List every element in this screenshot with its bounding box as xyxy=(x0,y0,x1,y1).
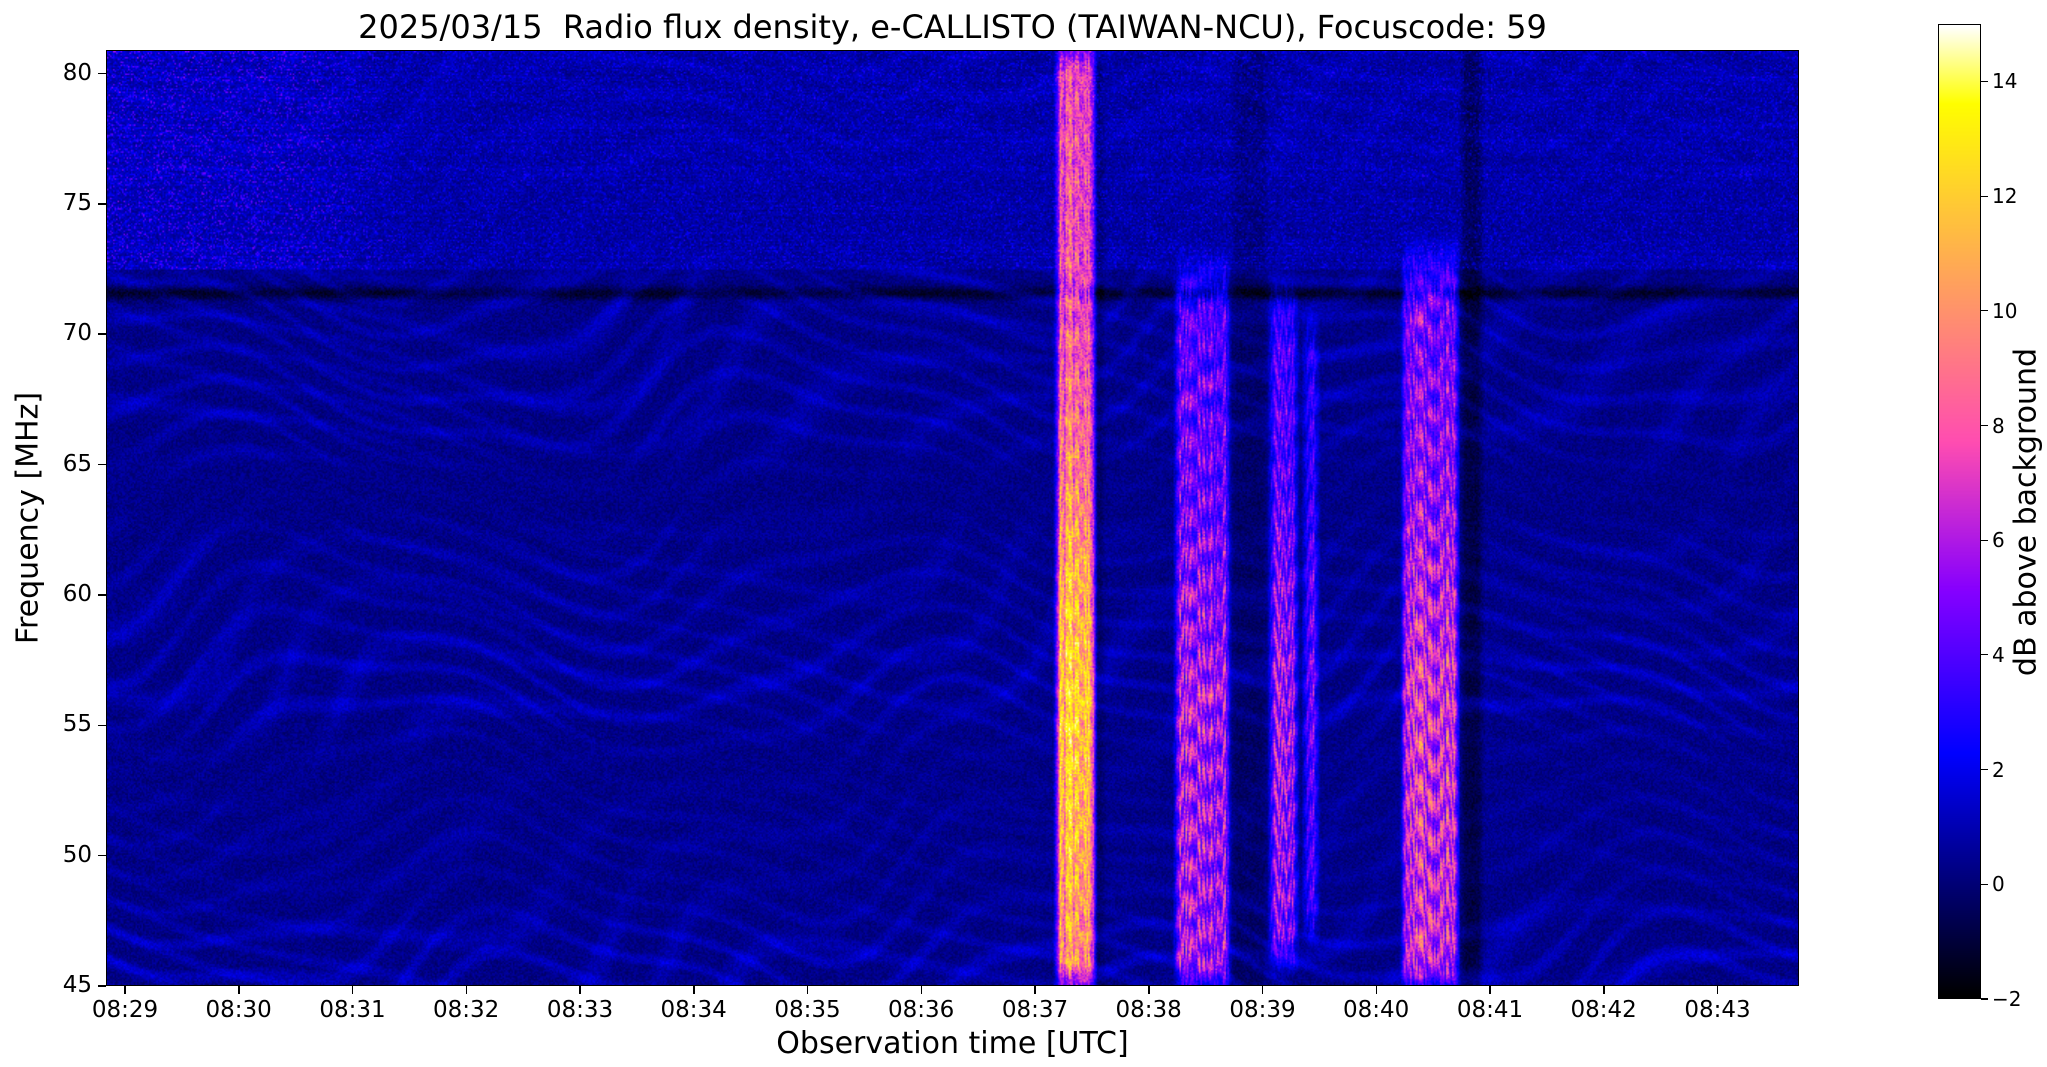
x-tick-mark xyxy=(579,986,581,994)
colorbar-tick-label: 14 xyxy=(1992,69,2018,94)
x-tick-mark xyxy=(124,986,126,994)
y-tick-mark xyxy=(98,985,106,987)
x-tick-label: 08:43 xyxy=(1684,997,1751,1023)
x-tick-mark xyxy=(1034,986,1036,994)
y-tick-mark xyxy=(98,72,106,75)
y-tick-label: 80 xyxy=(62,59,92,86)
y-tick-mark xyxy=(98,854,106,857)
colorbar-label: dB above background xyxy=(2008,347,2044,677)
x-tick-mark xyxy=(1603,986,1605,994)
colorbar-tick-label: 2 xyxy=(1992,757,2005,782)
x-tick-label: 08:41 xyxy=(1456,997,1524,1023)
colorbar-tick-label: 6 xyxy=(1992,528,2005,553)
x-tick-label: 08:37 xyxy=(1001,997,1069,1023)
x-tick-mark xyxy=(351,986,354,994)
x-tick-mark xyxy=(693,986,695,994)
spectrogram-heatmap xyxy=(107,51,1798,985)
colorbar-tick-mark xyxy=(1981,195,1988,197)
y-tick-label: 60 xyxy=(62,580,92,607)
x-tick-label: 08:38 xyxy=(1115,997,1182,1023)
colorbar-tick-label: 0 xyxy=(1992,872,2005,897)
colorbar-tick-mark xyxy=(1981,883,1988,885)
x-tick-mark xyxy=(1489,986,1491,994)
colorbar-tick-mark xyxy=(1981,998,1988,1000)
x-tick-label: 08:40 xyxy=(1343,997,1410,1023)
x-tick-mark xyxy=(1716,986,1719,994)
x-tick-mark xyxy=(1148,986,1150,994)
colorbar-tick-label: −2 xyxy=(1992,987,2022,1011)
y-tick-label: 50 xyxy=(62,841,92,868)
chart-title: 2025/03/15 Radio flux density, e-CALLIST… xyxy=(358,8,1547,46)
x-tick-mark xyxy=(238,986,240,994)
x-tick-label: 08:34 xyxy=(660,997,727,1023)
colorbar-tick-label: 8 xyxy=(1992,413,2005,438)
colorbar xyxy=(1938,24,1981,999)
y-tick-mark xyxy=(98,594,106,596)
x-tick-label: 08:35 xyxy=(774,997,841,1023)
x-tick-label: 08:33 xyxy=(546,997,614,1023)
colorbar-tick-mark xyxy=(1981,424,1988,427)
colorbar-tick-mark xyxy=(1981,539,1988,541)
x-tick-label: 08:31 xyxy=(319,997,386,1023)
y-tick-mark xyxy=(98,724,106,726)
colorbar-tick-mark xyxy=(1981,769,1988,771)
x-tick-mark xyxy=(920,986,922,994)
x-tick-mark xyxy=(806,986,809,994)
colorbar-tick-label: 12 xyxy=(1992,184,2018,209)
y-tick-label: 75 xyxy=(62,189,92,216)
y-tick-mark xyxy=(98,463,106,466)
x-tick-label: 08:29 xyxy=(91,997,159,1023)
y-tick-label: 65 xyxy=(62,450,92,477)
y-tick-mark xyxy=(98,333,106,335)
colorbar-tick-label: 4 xyxy=(1992,642,2005,667)
y-tick-mark xyxy=(98,203,106,205)
x-tick-label: 08:42 xyxy=(1570,997,1637,1023)
x-tick-label: 08:32 xyxy=(433,997,500,1023)
x-tick-mark xyxy=(465,986,467,994)
y-tick-label: 55 xyxy=(62,711,92,738)
x-tick-label: 08:39 xyxy=(1229,997,1296,1023)
colorbar-tick-mark xyxy=(1981,654,1988,656)
x-tick-label: 08:36 xyxy=(888,997,955,1023)
y-tick-label: 70 xyxy=(62,320,92,347)
x-tick-label: 08:30 xyxy=(205,997,272,1023)
colorbar-gradient xyxy=(1939,25,1980,998)
colorbar-tick-mark xyxy=(1981,310,1988,312)
colorbar-tick-label: 10 xyxy=(1992,298,2018,323)
y-tick-label: 45 xyxy=(62,972,92,998)
x-tick-mark xyxy=(1261,986,1264,994)
x-tick-mark xyxy=(1375,986,1377,994)
plot-area xyxy=(106,50,1799,986)
colorbar-tick-mark xyxy=(1981,80,1988,82)
x-axis-label: Observation time [UTC] xyxy=(776,1026,1129,1061)
